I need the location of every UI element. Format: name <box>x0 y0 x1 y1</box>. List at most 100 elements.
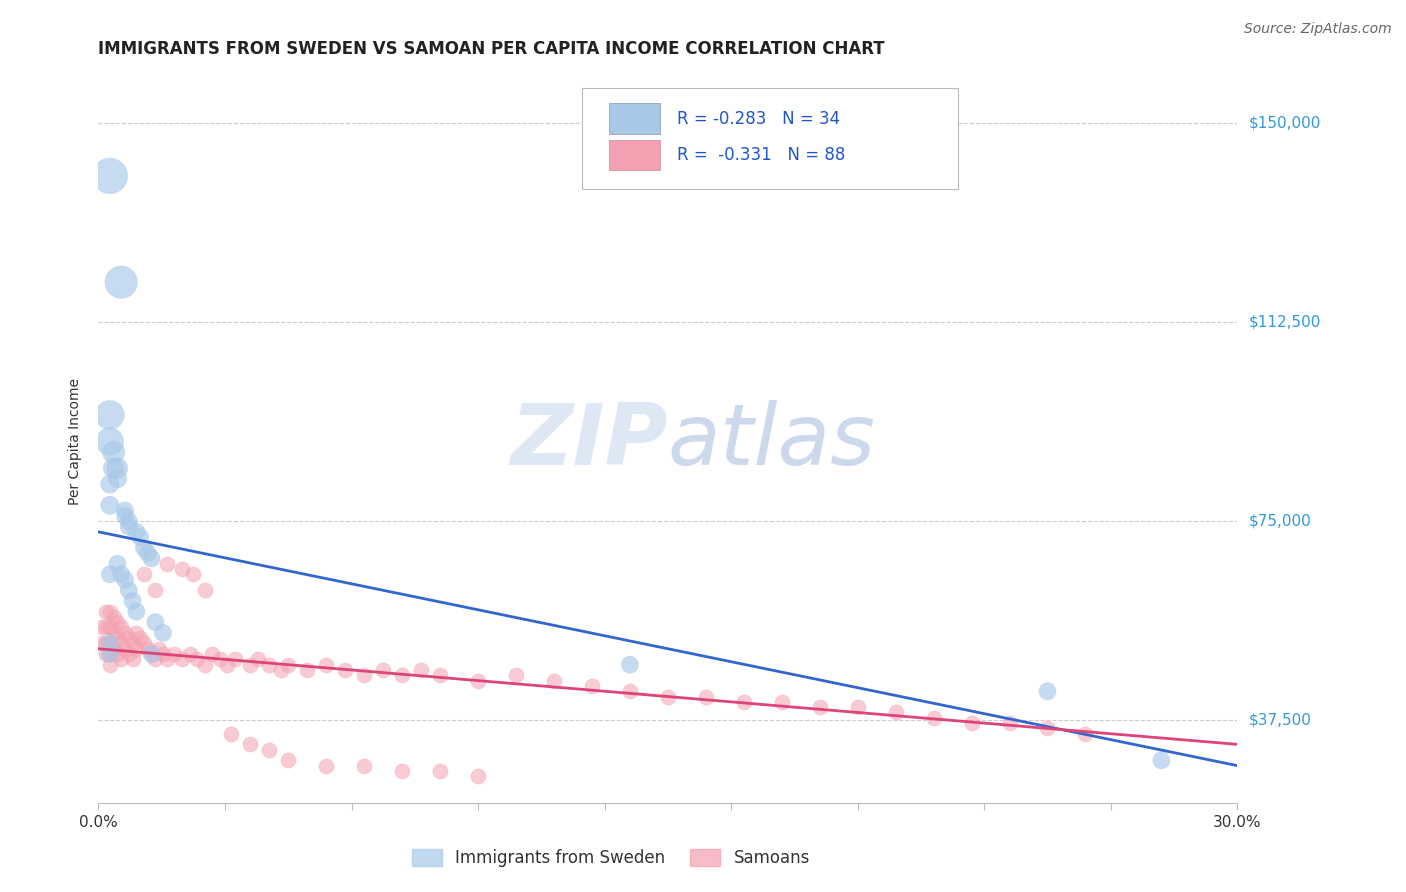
Point <box>156 557 179 571</box>
Point <box>121 636 143 650</box>
Point <box>125 625 148 640</box>
Point <box>118 583 141 598</box>
Point <box>733 695 755 709</box>
FancyBboxPatch shape <box>582 87 959 189</box>
Point <box>103 461 125 475</box>
Point <box>221 727 243 741</box>
Point <box>186 652 208 666</box>
Point <box>391 764 413 778</box>
Point <box>91 620 114 634</box>
Point <box>98 647 121 661</box>
Point <box>145 583 167 598</box>
Point <box>132 541 155 555</box>
Point <box>98 636 121 650</box>
Point <box>1074 727 1097 741</box>
Point <box>657 690 679 704</box>
Point <box>1036 722 1059 736</box>
Point <box>411 663 433 677</box>
Point <box>505 668 527 682</box>
Point <box>315 758 337 772</box>
Point <box>353 668 375 682</box>
Point <box>217 657 239 672</box>
Text: ZIP: ZIP <box>510 400 668 483</box>
Text: IMMIGRANTS FROM SWEDEN VS SAMOAN PER CAPITA INCOME CORRELATION CHART: IMMIGRANTS FROM SWEDEN VS SAMOAN PER CAP… <box>98 40 884 58</box>
Point <box>129 530 152 544</box>
Point <box>1150 753 1173 767</box>
Point <box>103 625 125 640</box>
Point <box>107 461 129 475</box>
Legend: Immigrants from Sweden, Samoans: Immigrants from Sweden, Samoans <box>405 842 817 874</box>
Point <box>429 668 451 682</box>
Text: R =  -0.331   N = 88: R = -0.331 N = 88 <box>676 145 845 164</box>
Point <box>110 620 132 634</box>
Point <box>335 663 357 677</box>
Point <box>136 546 159 560</box>
Point <box>695 690 717 704</box>
Point <box>145 652 167 666</box>
Point <box>98 636 121 650</box>
Point <box>136 641 159 656</box>
Point <box>114 573 136 587</box>
Point <box>141 647 163 661</box>
Point <box>103 610 125 624</box>
Text: R = -0.283   N = 34: R = -0.283 N = 34 <box>676 110 841 128</box>
Point <box>259 742 281 756</box>
Point <box>619 657 641 672</box>
Point <box>125 524 148 539</box>
Point <box>224 652 246 666</box>
Point <box>98 567 121 582</box>
Point <box>141 647 163 661</box>
Point <box>884 706 907 720</box>
Point <box>353 758 375 772</box>
Point <box>125 641 148 656</box>
Point <box>107 557 129 571</box>
Text: $75,000: $75,000 <box>1249 514 1312 529</box>
Point <box>183 567 205 582</box>
Point <box>163 647 186 661</box>
Point <box>98 477 121 491</box>
Point <box>98 169 121 183</box>
Point <box>194 657 217 672</box>
Point <box>118 519 141 533</box>
Point <box>114 508 136 523</box>
Point <box>107 631 129 645</box>
Point <box>148 641 170 656</box>
Point <box>107 647 129 661</box>
Point <box>391 668 413 682</box>
Text: $37,500: $37,500 <box>1249 713 1312 728</box>
Point <box>467 769 489 783</box>
Text: atlas: atlas <box>668 400 876 483</box>
Point <box>770 695 793 709</box>
Point <box>277 753 299 767</box>
Text: $150,000: $150,000 <box>1249 115 1320 130</box>
Point <box>1036 684 1059 698</box>
Point <box>246 652 269 666</box>
Point <box>270 663 292 677</box>
Point <box>125 605 148 619</box>
Point <box>114 641 136 656</box>
Point <box>156 652 179 666</box>
Point <box>118 647 141 661</box>
Point <box>259 657 281 672</box>
Point <box>107 472 129 486</box>
Point <box>239 737 262 751</box>
Point <box>91 636 114 650</box>
Point <box>141 551 163 566</box>
Point <box>846 700 869 714</box>
Point <box>110 567 132 582</box>
Point <box>152 625 174 640</box>
Point <box>129 631 152 645</box>
Point <box>152 647 174 661</box>
Point <box>94 636 117 650</box>
Point <box>114 503 136 517</box>
Point <box>808 700 831 714</box>
Point <box>179 647 201 661</box>
Point <box>118 631 141 645</box>
Point <box>107 615 129 630</box>
Point <box>132 567 155 582</box>
Point <box>94 605 117 619</box>
Point <box>581 679 603 693</box>
Point <box>208 652 231 666</box>
Text: Source: ZipAtlas.com: Source: ZipAtlas.com <box>1244 22 1392 37</box>
Point <box>121 594 143 608</box>
